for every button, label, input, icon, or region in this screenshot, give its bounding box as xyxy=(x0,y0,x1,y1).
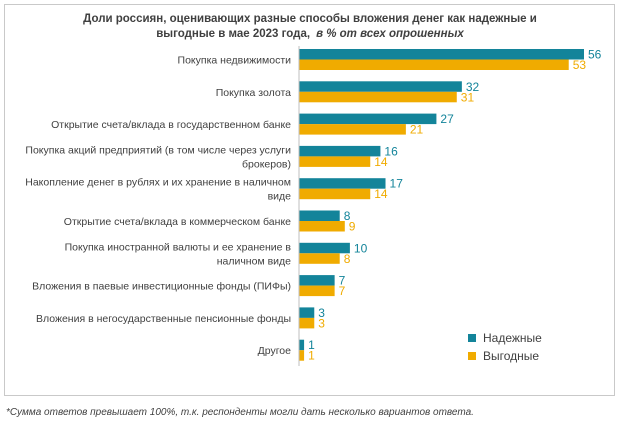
category-label: Открытие счета/вклада в коммерческом бан… xyxy=(64,216,291,228)
bar-profitable xyxy=(299,253,340,264)
chart-title-line1: Доли россиян, оценивающих разные способы… xyxy=(83,13,537,25)
data-label-profitable: 14 xyxy=(374,155,388,169)
data-label-reliable: 32 xyxy=(466,80,480,94)
data-label-reliable: 56 xyxy=(588,48,602,62)
category-label: Другое xyxy=(258,345,292,357)
data-label-profitable: 14 xyxy=(374,187,388,201)
bar-profitable xyxy=(299,188,371,200)
data-label-profitable: 21 xyxy=(410,123,424,137)
bar-reliable xyxy=(299,113,437,125)
data-label-reliable: 1 xyxy=(308,338,315,352)
bar-profitable xyxy=(299,350,305,361)
bar-profitable xyxy=(299,156,371,167)
bar-profitable xyxy=(299,91,457,103)
category-label: Вложения в негосударственные пенсионные … xyxy=(36,313,291,325)
category-label: Открытие счета/вклада в государственном … xyxy=(51,119,291,131)
chart-title: Доли россиян, оценивающих разные способы… xyxy=(0,12,620,42)
bar-reliable xyxy=(299,81,462,92)
legend: Надежные Выгодные xyxy=(468,329,542,365)
category-label: Покупка акций предприятий (в том числе ч… xyxy=(25,144,291,156)
bar-reliable xyxy=(299,307,315,318)
data-label-reliable: 8 xyxy=(344,209,351,223)
data-label-profitable: 8 xyxy=(344,252,351,266)
bar-profitable xyxy=(299,285,335,297)
bar-reliable xyxy=(299,242,350,254)
legend-swatch-reliable xyxy=(468,334,476,342)
category-label: наличном виде xyxy=(217,255,291,267)
category-label: виде xyxy=(268,191,292,203)
bar-profitable xyxy=(299,221,345,232)
bar-profitable xyxy=(299,59,569,70)
bar-reliable xyxy=(299,145,381,157)
bar-reliable xyxy=(299,178,386,189)
bar-reliable xyxy=(299,339,305,351)
data-label-reliable: 27 xyxy=(440,112,454,126)
category-label: Покупка недвижимости xyxy=(178,55,292,67)
legend-label-reliable: Надежные xyxy=(483,331,542,345)
legend-item-reliable: Надежные xyxy=(468,329,542,347)
bar-profitable xyxy=(299,317,315,329)
chart-title-line2: выгодные в мае 2023 года, в % от всех опр… xyxy=(0,27,620,42)
category-label: Накопление денег в рублях и их хранение … xyxy=(25,177,291,189)
data-label-profitable: 1 xyxy=(308,349,315,363)
data-label-profitable: 3 xyxy=(318,316,325,330)
legend-label-profitable: Выгодные xyxy=(483,349,540,363)
data-label-profitable: 7 xyxy=(339,284,346,298)
data-label-profitable: 9 xyxy=(349,220,356,234)
legend-item-profitable: Выгодные xyxy=(468,347,542,365)
footnote: *Сумма ответов превышает 100%, т.к. респ… xyxy=(6,407,474,418)
data-label-profitable: 53 xyxy=(573,58,587,72)
category-label: Вложения в паевые инвестиционные фонды (… xyxy=(32,281,291,293)
bar-reliable xyxy=(299,275,335,286)
legend-swatch-profitable xyxy=(468,352,476,360)
chart-title-date: выгодные в мае 2023 года, xyxy=(156,28,311,40)
bar-reliable xyxy=(299,49,584,60)
category-label: Покупка иностранной валюты и ее хранение… xyxy=(65,241,292,253)
bar-reliable xyxy=(299,210,340,221)
bar-profitable xyxy=(299,124,406,135)
category-label: Покупка золота xyxy=(216,87,291,99)
category-label: брокеров) xyxy=(242,158,291,170)
chart-title-unit: в % от всех опрошенных xyxy=(316,28,464,40)
data-label-reliable: 10 xyxy=(354,241,368,255)
data-label-reliable: 16 xyxy=(384,144,398,158)
data-label-reliable: 3 xyxy=(318,306,325,320)
data-label-profitable: 31 xyxy=(461,90,475,104)
data-label-reliable: 7 xyxy=(339,274,346,288)
data-label-reliable: 17 xyxy=(390,177,404,191)
